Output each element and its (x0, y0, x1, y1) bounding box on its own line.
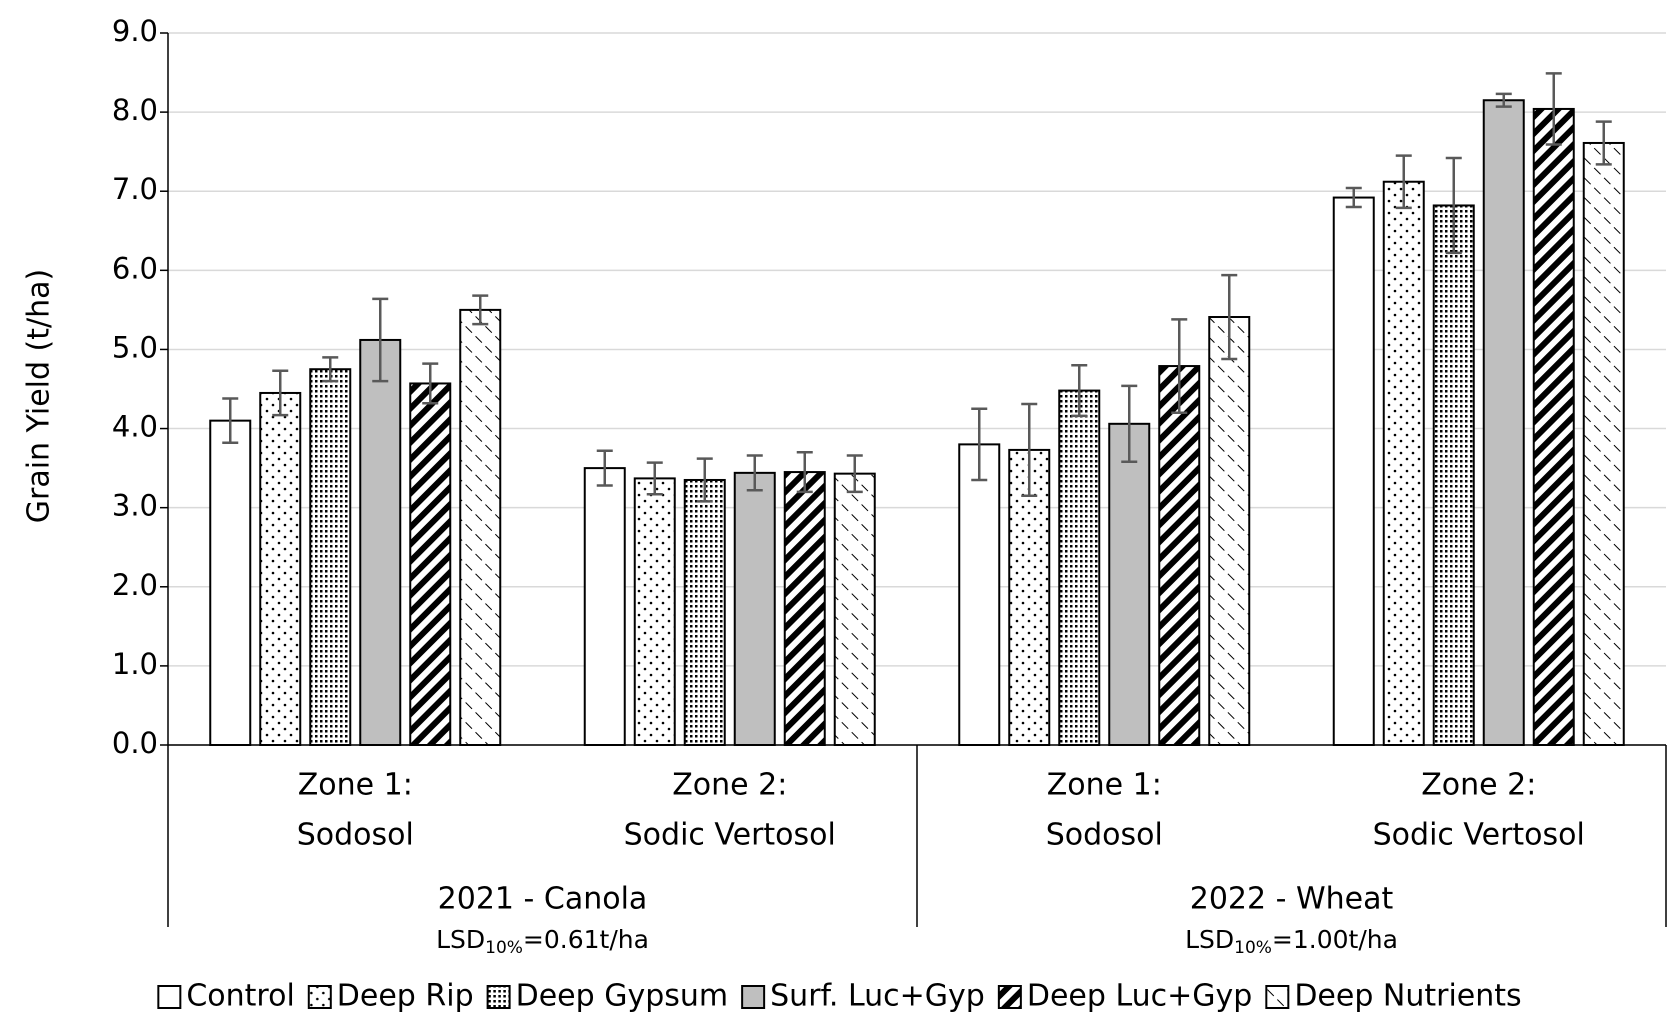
error-bar (1071, 364, 1088, 418)
group-note: LSD10%=0.61t/ha (436, 925, 649, 958)
error-bar (372, 297, 389, 383)
legend-swatch (307, 985, 332, 1009)
error-bar (796, 451, 813, 494)
bar (958, 443, 1001, 746)
y-tick-label: 8.0 (112, 93, 158, 127)
x-tick-label: Zone 2: (672, 768, 787, 803)
bar (833, 472, 876, 746)
error-bar (222, 397, 239, 445)
y-axis-label: Grain Yield (t/ha) (22, 269, 57, 524)
bar (409, 382, 452, 746)
note-text: LSD (1185, 925, 1234, 954)
error-bar (1545, 72, 1562, 146)
error-bar (1021, 402, 1038, 498)
group-note: LSD10%=1.00t/ha (1185, 925, 1398, 958)
legend-label: Surf. Luc+Gyp (770, 979, 985, 1014)
bar (1432, 204, 1475, 746)
error-bar (1395, 154, 1412, 210)
bar (1382, 180, 1425, 746)
bar (733, 471, 776, 746)
bar (359, 338, 402, 746)
legend-label: Deep Gypsum (516, 979, 729, 1014)
error-bar (746, 454, 763, 492)
y-tick-label: 7.0 (112, 172, 158, 206)
bar (1058, 389, 1101, 746)
bar (583, 467, 626, 746)
error-bar (596, 449, 613, 487)
y-tick-label: 2.0 (112, 568, 158, 602)
x-tick-label: Sodic Vertosol (1373, 818, 1585, 853)
x-tick-label: Sodic Vertosol (624, 818, 836, 853)
error-bar (272, 369, 289, 417)
bar (259, 391, 302, 746)
bar (1582, 141, 1625, 747)
note-text: LSD (436, 925, 485, 954)
error-bar (1221, 273, 1238, 361)
error-bar (971, 407, 988, 482)
y-tick-label: 5.0 (112, 330, 158, 364)
x-tick-label: Sodosol (1046, 818, 1163, 853)
bar (1208, 316, 1251, 746)
error-bar (846, 454, 863, 494)
legend-swatch (486, 985, 511, 1009)
note-rest: =0.61t/ha (523, 925, 649, 954)
legend-label: Control (186, 979, 294, 1014)
note-rest: =1.00t/ha (1272, 925, 1398, 954)
legend-label: Deep Luc+Gyp (1027, 979, 1252, 1014)
y-tick-label: 4.0 (112, 410, 158, 444)
x-tick-label: Sodosol (297, 818, 414, 853)
error-bar (322, 356, 339, 383)
error-bar (1121, 384, 1138, 464)
y-tick-label: 6.0 (112, 251, 158, 285)
legend-label: Deep Nutrients (1294, 979, 1521, 1014)
error-bar (1171, 318, 1188, 414)
bar (1532, 107, 1575, 747)
y-tick-label: 1.0 (112, 647, 158, 681)
error-bar (1595, 120, 1612, 166)
error-bar (1445, 156, 1462, 255)
note-sub: 10% (1234, 938, 1272, 958)
legend: Control Deep Rip Deep Gypsum Surf. Luc+Gyp D… (157, 979, 1522, 1014)
bar (783, 471, 826, 746)
bar (1008, 448, 1051, 746)
y-tick-label: 0.0 (112, 726, 158, 760)
legend-swatch (157, 985, 182, 1009)
bar (1482, 99, 1525, 746)
legend-swatch (741, 985, 766, 1009)
bar (309, 368, 352, 746)
error-bar (646, 461, 663, 496)
error-bar (696, 457, 713, 503)
note-sub: 10% (485, 938, 523, 958)
x-tick-label: Zone 1: (1047, 768, 1162, 803)
legend-swatch (997, 985, 1022, 1009)
error-bar (1495, 92, 1512, 108)
y-tick-label: 9.0 (112, 14, 158, 48)
error-bar (472, 294, 489, 326)
bar (209, 419, 252, 746)
bar (1108, 422, 1151, 746)
bar (1332, 196, 1375, 747)
error-bar (1345, 186, 1362, 209)
legend-label: Deep Rip (337, 979, 474, 1014)
legend-swatch (1265, 985, 1290, 1009)
error-bar (422, 362, 439, 405)
bar (633, 477, 676, 746)
bar (459, 308, 502, 746)
y-tick-label: 3.0 (112, 489, 158, 523)
x-tick-label: Zone 2: (1421, 768, 1536, 803)
bar (1158, 365, 1201, 746)
group-label: 2022 - Wheat (1190, 882, 1394, 917)
x-tick-label: Zone 1: (298, 768, 413, 803)
group-label: 2021 - Canola (438, 882, 648, 917)
bar (683, 478, 726, 746)
